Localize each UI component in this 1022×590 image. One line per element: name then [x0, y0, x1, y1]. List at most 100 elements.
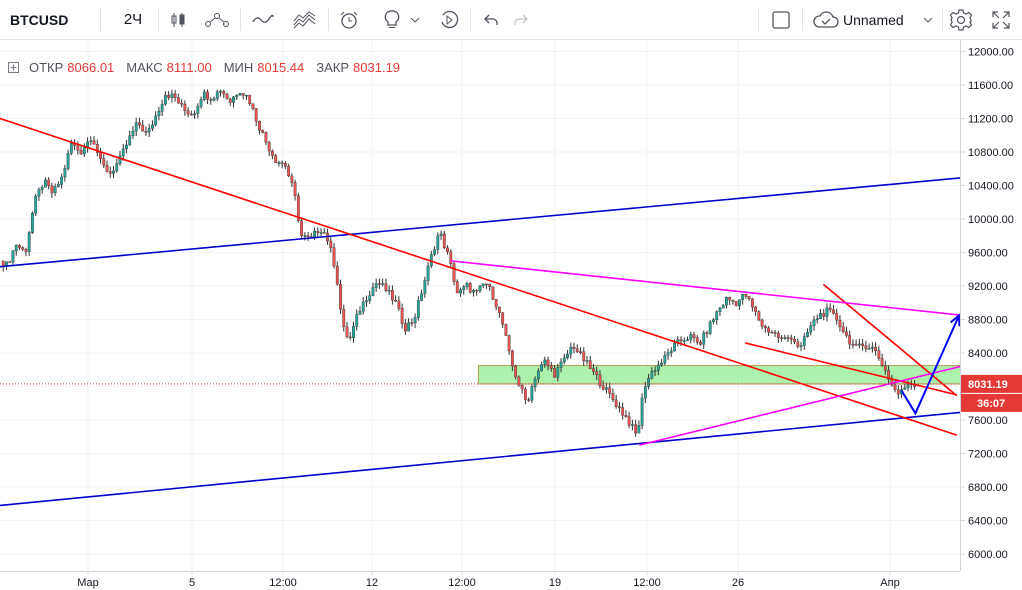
- candle-down: [339, 284, 342, 310]
- close-label: ЗАКР: [316, 60, 350, 75]
- alert-button[interactable]: [334, 0, 364, 39]
- candle-down: [332, 247, 336, 267]
- fullscreen-toggle-button[interactable]: [766, 0, 796, 39]
- candle-up: [533, 378, 537, 387]
- candle-up: [802, 336, 806, 346]
- time-axis[interactable]: Мар 5 12:00 12 12:00 19 12:00 26 Апр: [0, 571, 960, 590]
- candle-down: [144, 131, 148, 133]
- candle-up: [605, 387, 608, 390]
- replay-button[interactable]: [434, 0, 464, 39]
- toolbar-divider: [758, 8, 759, 31]
- candle-up: [799, 345, 803, 347]
- candle-up: [27, 232, 31, 252]
- undo-button[interactable]: [478, 0, 504, 39]
- candle-down: [267, 141, 271, 152]
- alarm-clock-icon: [340, 11, 358, 29]
- price-chart[interactable]: [0, 40, 960, 571]
- symbol-search-button[interactable]: BTCUSD: [10, 11, 69, 28]
- candles-icon: [171, 12, 185, 27]
- last-price-label: 8031.19: [968, 379, 1008, 391]
- price-tick-label: 10800.00: [968, 147, 1014, 159]
- candle-up: [806, 332, 809, 337]
- candle-down: [176, 97, 180, 104]
- trend-line: [0, 411, 960, 507]
- candle-down: [105, 165, 109, 172]
- candle-down: [896, 389, 900, 395]
- candle-down: [475, 290, 479, 292]
- candle-down: [280, 162, 284, 164]
- candle-up: [66, 153, 70, 169]
- ideas-dropdown[interactable]: [406, 0, 424, 39]
- candle-style-button[interactable]: [164, 0, 192, 39]
- undo-icon: [484, 14, 498, 25]
- candle-down: [446, 247, 449, 252]
- indicators-button[interactable]: [248, 0, 278, 39]
- financials-button[interactable]: [288, 0, 322, 39]
- candle-down: [264, 132, 268, 143]
- candle-up: [566, 353, 569, 358]
- save-layout-button[interactable]: [810, 0, 842, 39]
- candle-up: [741, 293, 745, 300]
- candle-up: [112, 170, 115, 174]
- candle-up: [355, 314, 359, 327]
- candle-up: [708, 321, 712, 334]
- candle-down: [290, 175, 294, 183]
- candle-down: [189, 113, 193, 116]
- candle-down: [342, 309, 346, 328]
- candle-down: [611, 393, 615, 401]
- candle-down: [391, 290, 394, 301]
- candle-up: [556, 367, 560, 378]
- candle-down: [893, 384, 897, 390]
- candle-down: [780, 337, 783, 340]
- candle-down: [776, 332, 780, 339]
- candle-down: [306, 235, 310, 237]
- candle-up: [40, 187, 44, 190]
- price-tick-label: 12000.00: [968, 47, 1014, 59]
- settings-button[interactable]: [946, 0, 976, 39]
- candle-up: [439, 233, 443, 236]
- redo-button[interactable]: [508, 0, 534, 39]
- candle-down: [79, 149, 83, 155]
- time-tick-label: 26: [732, 577, 744, 589]
- candle-down: [138, 122, 141, 126]
- candle-up: [118, 155, 122, 164]
- candle-up: [650, 371, 654, 379]
- candle-down: [21, 247, 25, 250]
- candle-up: [202, 91, 206, 100]
- candle-up: [44, 179, 47, 188]
- trend-line: [639, 365, 960, 446]
- candle-up: [725, 297, 728, 306]
- collapse-legend-icon[interactable]: [8, 62, 19, 73]
- maximize-button[interactable]: [986, 0, 1016, 39]
- candle-up: [465, 283, 469, 288]
- candle-down: [296, 195, 300, 221]
- price-tick-label: 10000.00: [968, 214, 1014, 226]
- layout-name-button[interactable]: Unnamed: [843, 11, 904, 28]
- candle-down: [141, 124, 145, 132]
- candle-down: [614, 399, 618, 407]
- candle-down: [254, 108, 258, 122]
- ideas-button[interactable]: [378, 0, 406, 39]
- price-tick-label: 8400.00: [968, 348, 1008, 360]
- candle-up: [215, 91, 219, 99]
- compare-icon: [205, 12, 229, 27]
- price-tick-label: 11600.00: [968, 80, 1013, 92]
- interval-button[interactable]: 2Ч: [123, 11, 143, 28]
- candle-down: [754, 306, 758, 312]
- price-axis[interactable]: 12000.00 11600.00 11200.00 10800.00 10400.00…: [960, 40, 1022, 571]
- candle-series: [1, 89, 916, 437]
- price-tick-label: 9600.00: [968, 248, 1008, 260]
- candle-up: [358, 310, 362, 315]
- candle-down: [588, 360, 592, 370]
- candle-down: [283, 163, 287, 167]
- candle-up: [903, 387, 907, 390]
- candle-up: [462, 286, 466, 290]
- compare-button[interactable]: [198, 0, 236, 39]
- candle-up: [196, 106, 200, 114]
- candle-down: [883, 365, 887, 371]
- candle-up: [416, 300, 420, 318]
- layout-dropdown[interactable]: [920, 0, 936, 39]
- candle-down: [838, 319, 842, 328]
- candle-down: [734, 301, 738, 307]
- candle-up: [219, 91, 222, 93]
